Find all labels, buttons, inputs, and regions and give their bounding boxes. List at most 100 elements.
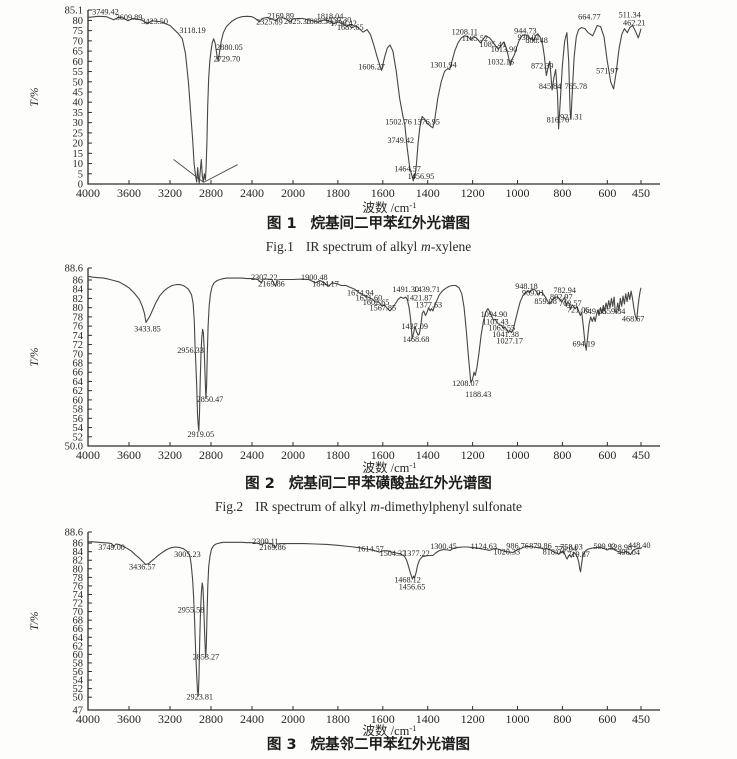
peak-label: 1188.43: [465, 390, 491, 399]
y-tick-label: 78: [73, 573, 84, 584]
y-tick-label: 52: [73, 432, 84, 443]
x-tick-label: 2000: [281, 186, 305, 200]
peak-label: 1818.04: [317, 12, 344, 21]
figure2-caption: 图 2 烷基间二甲苯磺酸盐红外光谱图 Fig.2 IR spectrum of al…: [0, 474, 737, 517]
y-tick-label: 72: [73, 340, 84, 351]
x-tick-label: 1000: [506, 448, 530, 462]
peak-label: 3005.23: [174, 550, 201, 559]
y-tick-label: 64: [73, 633, 84, 644]
x-tick-label: 800: [553, 448, 571, 462]
peak-label: 448.40: [628, 541, 651, 550]
x-tick-label: 3200: [158, 712, 182, 726]
y-tick-label: 85.1: [65, 6, 83, 17]
spectrum-curve: [87, 275, 642, 432]
figure1-number-en: Fig.1: [265, 238, 294, 254]
peak-label: 1614.57: [357, 545, 384, 554]
y-tick-label: 47: [73, 706, 84, 717]
x-tick-label: 1600: [371, 448, 395, 462]
peak-label: 1456.95: [408, 172, 435, 181]
y-tick-label: 35: [73, 108, 84, 119]
y-tick-label: 84: [73, 547, 84, 558]
figure2-caption-en: Fig.2 IR spectrum of alkyl m-dimethylpheny…: [0, 497, 737, 517]
x-tick-label: 1800: [326, 448, 350, 462]
x-tick-label: 4000: [76, 712, 100, 726]
y-tick-label: 76: [73, 322, 84, 333]
y-tick-label: 74: [73, 331, 84, 342]
peak-label: 3118.19: [179, 26, 205, 35]
y-tick-label: 76: [73, 581, 84, 592]
x-tick-label: 800: [553, 712, 571, 726]
x-tick-label: 3600: [117, 712, 141, 726]
x-tick-label: 3600: [117, 448, 141, 462]
peak-label: 1844.17: [312, 279, 339, 288]
y-tick-label: 84: [73, 285, 84, 296]
figure2-title-en: IR spectrum of alkyl: [255, 498, 367, 514]
peak-label: 1377.63: [416, 301, 443, 310]
y-tick-label: 50: [73, 693, 84, 704]
y-tick-label: 0: [78, 180, 83, 191]
y-tick-label: 55: [73, 67, 84, 78]
y-tick-label: 86: [73, 539, 84, 550]
y-tick-label: 5: [78, 169, 83, 180]
figure1-caption-zh: 图 1 烷基间二甲苯红外光谱图: [0, 214, 737, 236]
x-axis-title: 波数 /cm-1: [363, 460, 417, 474]
y-tick-label: 58: [73, 658, 84, 669]
peak-label: 3423.50: [141, 17, 168, 26]
peak-label: 1900.48: [301, 273, 328, 282]
y-tick-label: 20: [73, 139, 84, 150]
peak-label: 818.04: [543, 548, 566, 557]
y-tick-label: 74: [73, 590, 84, 601]
peak-label: 888.48: [525, 36, 548, 45]
peak-label: 3749.42: [92, 8, 119, 17]
x-tick-label: 2800: [199, 712, 223, 726]
spectrum-curve: [87, 15, 642, 184]
figure1-title-zh: 烷基间二甲苯红外光谱图: [310, 216, 471, 232]
peak-label: 1041.38: [492, 330, 519, 339]
peak-label: 511.34: [619, 10, 641, 19]
figure3-number-zh: 图 3: [266, 737, 297, 753]
x-tick-label: 1000: [506, 186, 530, 200]
peak-label: 2300.11: [252, 537, 278, 546]
x-tick-label: 2400: [240, 186, 264, 200]
peak-label: 1020.33: [493, 547, 520, 556]
y-tick-label: 54: [73, 423, 84, 434]
peak-label: 765.78: [565, 82, 588, 91]
peak-label: 1013.90: [491, 45, 518, 54]
x-tick-label: 1200: [461, 186, 485, 200]
peak-label: 1631.60: [356, 293, 383, 302]
figure1-number-zh: 图 1: [266, 216, 297, 232]
peak-label: 1301.94: [430, 60, 457, 69]
figure2-number-en: Fig.2: [214, 498, 244, 514]
peak-label: 468.67: [622, 314, 645, 323]
peak-label: 664.77: [578, 12, 601, 21]
y-tick-label: 50: [73, 77, 84, 88]
x-tick-label: 800: [553, 186, 571, 200]
curve-artifact-line: [173, 159, 204, 183]
figure2-title-en-italic: m: [370, 498, 380, 514]
figure3-caption-zh: 图 3 烷基邻二甲苯红外光谱图: [0, 735, 737, 757]
y-tick-label: 80: [73, 303, 84, 314]
peak-label: 944.73: [514, 27, 537, 36]
peak-label: 571.97: [596, 67, 619, 76]
peak-label: 2729.70: [214, 54, 241, 63]
y-tick-label: 80: [73, 16, 84, 27]
peak-label: 1456.65: [399, 582, 426, 591]
x-tick-label: 1400: [416, 712, 440, 726]
figure3-caption: 图 3 烷基邻二甲苯红外光谱图: [0, 735, 737, 757]
peak-label: 1300.45: [430, 542, 457, 551]
peak-label: 1107.43: [482, 317, 508, 326]
peak-label: 2169.86: [258, 279, 285, 288]
peak-label: 816.70: [547, 116, 570, 125]
peak-label: 909.01: [522, 289, 545, 298]
peak-label: 1567.85: [370, 303, 397, 312]
y-tick-label: 58: [73, 405, 84, 416]
y-tick-label: 10: [73, 159, 84, 170]
peak-label: 2880.05: [216, 43, 243, 52]
peak-label: 1085.41: [480, 40, 507, 49]
peak-label: 3749.00: [98, 543, 125, 552]
peak-label: 1464.57: [394, 165, 421, 174]
x-tick-label: 1200: [461, 712, 485, 726]
y-tick-label: 70: [73, 607, 84, 618]
y-tick-label: 54: [73, 676, 84, 687]
x-tick-label: 1400: [416, 448, 440, 462]
